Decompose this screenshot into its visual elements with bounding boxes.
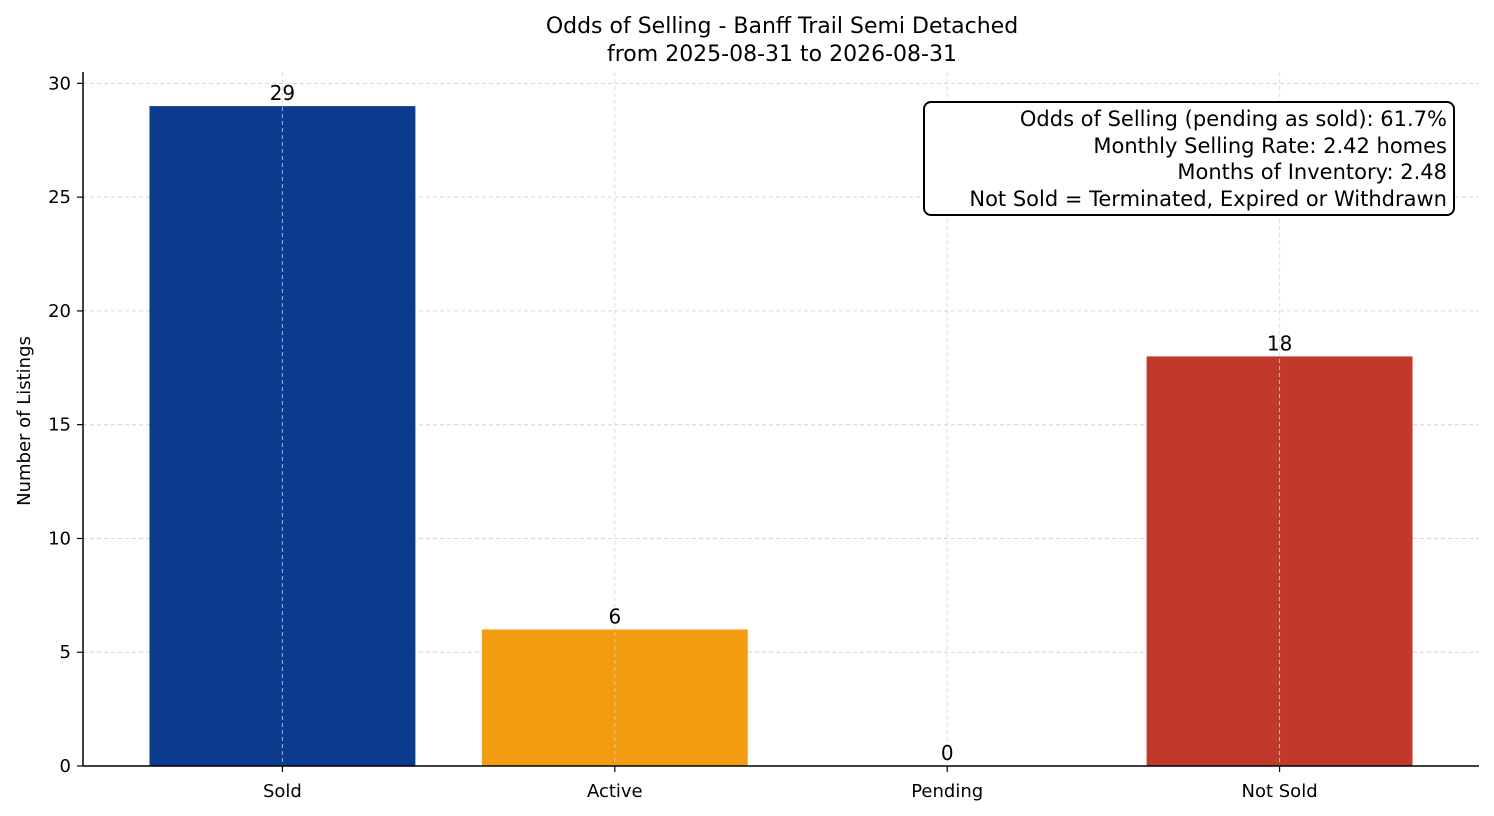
not-sold-definition-text: Not Sold = Terminated, Expired or Withdr… (969, 186, 1447, 211)
y-tick-label: 20 (48, 301, 71, 322)
y-tick-label: 5 (60, 642, 71, 663)
chart-title: Odds of Selling - Banff Trail Semi Detac… (546, 14, 1018, 39)
bars (149, 72, 1413, 766)
axes (82, 72, 1479, 767)
y-tick-label: 0 (60, 756, 71, 777)
bar-value-label: 0 (941, 741, 954, 765)
x-tick-label: Active (587, 781, 643, 802)
x-tick-label: Not Sold (1242, 781, 1318, 802)
x-tick-label: Sold (263, 781, 302, 802)
x-ticks: Sold Active Pending Not Sold (263, 766, 1318, 802)
monthly-selling-rate-text: Monthly Selling Rate: 2.42 homes (1093, 133, 1447, 158)
bar-value-label: 29 (270, 81, 295, 105)
stats-annotation-box: Odds of Selling (pending as sold): 61.7%… (923, 101, 1455, 216)
months-of-inventory-text: Months of Inventory: 2.48 (1177, 160, 1447, 184)
y-axis-label: Number of Listings (14, 336, 35, 506)
y-tick-label: 25 (48, 187, 71, 208)
y-tick-label: 30 (48, 73, 71, 94)
bar-value-labels: 29 6 0 18 (270, 81, 1293, 765)
bar-value-label: 18 (1267, 331, 1292, 355)
y-ticks: 0 5 10 15 20 25 30 (48, 73, 83, 777)
bar-value-label: 6 (608, 604, 621, 628)
odds-of-selling-text: Odds of Selling (pending as sold): 61.7% (1019, 107, 1447, 131)
y-tick-label: 10 (48, 528, 71, 549)
x-tick-label: Pending (911, 781, 983, 802)
chart-subtitle: from 2025-08-31 to 2026-08-31 (607, 42, 957, 67)
y-tick-label: 15 (48, 415, 71, 436)
